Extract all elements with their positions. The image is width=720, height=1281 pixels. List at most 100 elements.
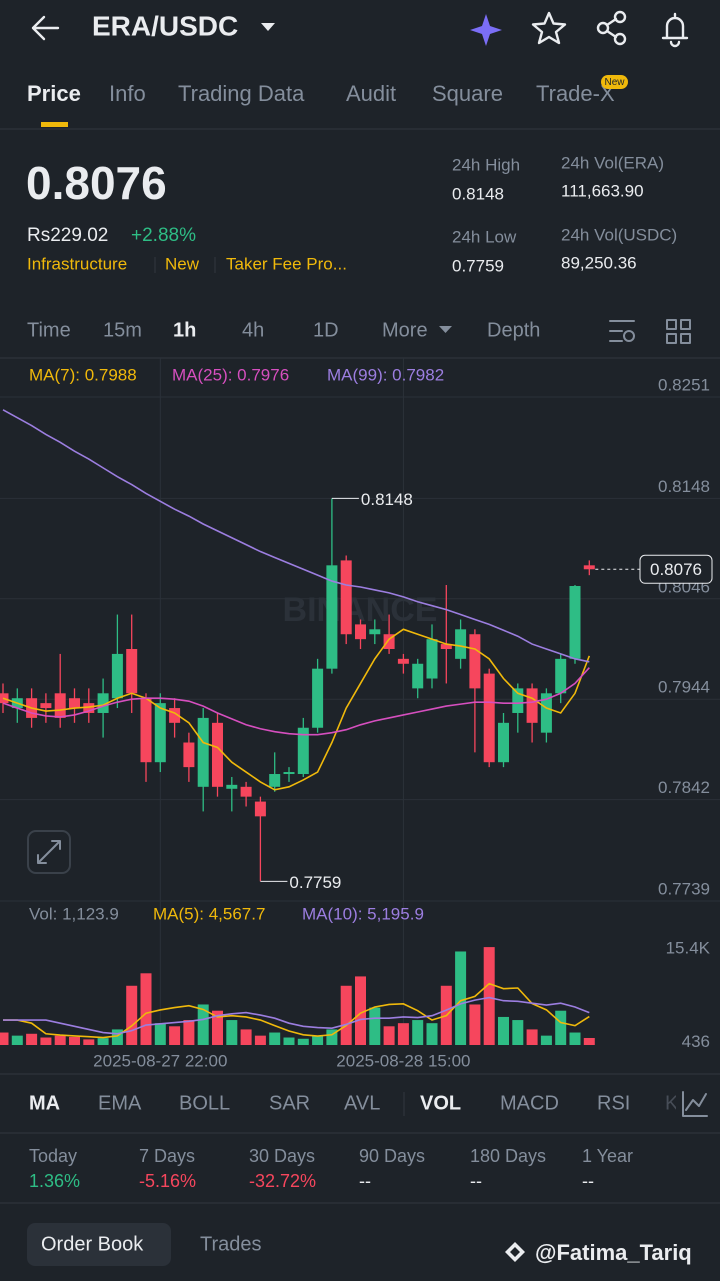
candle-body [154, 703, 166, 763]
volume-bar [212, 1010, 223, 1045]
indicator[interactable]: MA [29, 1092, 60, 1114]
candle-body [54, 693, 66, 718]
pair-title[interactable]: ERA/USDC [92, 10, 238, 41]
volume-bar [111, 1029, 123, 1045]
perf-value: -- [470, 1171, 482, 1191]
timeframe[interactable]: 1D [313, 319, 339, 341]
tab[interactable]: Square [432, 81, 503, 106]
stat-value: 111,663.90 [561, 181, 644, 200]
vol-tick-label: 15.4K [666, 938, 711, 957]
tab[interactable]: Audit [346, 81, 396, 106]
timeframe[interactable]: Depth [487, 319, 540, 341]
y-tick-label: 0.8251 [658, 375, 710, 394]
expand-button[interactable] [27, 830, 71, 874]
candle-body [555, 658, 567, 694]
legend-entry: MA(25): 0.7976 [172, 365, 289, 384]
candle-body [40, 703, 52, 709]
y-tick-label: 0.7842 [658, 778, 710, 797]
perf-label: 1 Year [582, 1146, 633, 1166]
indicator[interactable]: RSI [597, 1092, 630, 1114]
tab[interactable]: Info [109, 81, 146, 106]
candle-body [140, 698, 152, 763]
new-badge-text: New [604, 77, 625, 88]
perf-value: 1.36% [29, 1171, 80, 1191]
share-icon[interactable] [596, 10, 627, 46]
volume-bar [312, 1035, 324, 1045]
volume-bar [455, 951, 467, 1045]
timeframe[interactable]: More [382, 319, 428, 341]
fiat-price: Rs229.02 [27, 225, 108, 246]
tag[interactable]: Infrastructure [27, 254, 127, 273]
perf-value: -32.72% [249, 1171, 316, 1191]
volume-bar [83, 1039, 95, 1045]
vol-legend: Vol: 1,123.9 [29, 904, 119, 923]
candle-body [183, 742, 195, 768]
candle-body [469, 634, 481, 689]
legend-entry: MA(5): 4,567.7 [153, 904, 265, 923]
volume-bar [555, 1010, 567, 1045]
indicator[interactable]: EMA [98, 1092, 142, 1114]
volume-bar [69, 1036, 80, 1045]
bell-icon[interactable] [661, 12, 689, 48]
volume-bar [97, 1038, 109, 1045]
candle-body [340, 560, 352, 635]
candle-body [326, 565, 338, 669]
tab[interactable]: Trading Data [178, 81, 305, 106]
last-price: 0.8076 [26, 157, 167, 209]
indicator[interactable]: K [665, 1092, 679, 1114]
bottom-tab[interactable]: Trades [200, 1233, 262, 1255]
bottom-tab[interactable]: Order Book [41, 1233, 144, 1255]
candle-body [483, 673, 495, 763]
timeframe[interactable]: 15m [103, 319, 142, 341]
last-price-label: 0.8076 [650, 560, 702, 579]
volume-bar [11, 1035, 23, 1045]
vol-tick-label: 436 [682, 1032, 710, 1051]
indicator-icon[interactable] [682, 1091, 708, 1117]
watermark-icon [505, 1242, 525, 1262]
volume-bar [26, 1033, 38, 1045]
ai-icon[interactable] [470, 14, 502, 46]
vol-ma-line [3, 982, 590, 1039]
timeframe[interactable]: 4h [242, 319, 264, 341]
perf-label: 180 Days [470, 1146, 546, 1166]
volume-bar [269, 1032, 281, 1045]
watermark: @Fatima_Tariq [535, 1240, 692, 1265]
stat-label: 24h Vol(ERA) [561, 153, 664, 172]
candle-body [355, 624, 366, 640]
perf-label: 90 Days [359, 1146, 425, 1166]
volume-bar [183, 1020, 195, 1045]
timeframe[interactable]: Time [27, 319, 71, 341]
candle-body [83, 703, 95, 713]
indicator[interactable]: MACD [500, 1092, 559, 1114]
indicator[interactable]: SAR [269, 1092, 310, 1114]
order-book-button[interactable] [27, 1223, 171, 1266]
indicator[interactable]: AVL [344, 1092, 380, 1114]
candle-body [397, 658, 409, 664]
tab[interactable]: Price [27, 81, 81, 106]
high-label: 0.8148 [361, 490, 413, 509]
tab-underline [41, 122, 68, 127]
y-tick-label: 0.7739 [658, 879, 710, 898]
pair-caret[interactable] [261, 23, 275, 31]
candle-body [254, 801, 266, 817]
star-icon[interactable] [531, 11, 567, 45]
timeframe[interactable]: 1h [173, 319, 196, 341]
candle-body [269, 774, 281, 787]
candle-body [312, 668, 324, 728]
volume-bar [426, 1023, 438, 1045]
candle-body [297, 727, 309, 775]
volume-bar [154, 1023, 166, 1045]
tag[interactable]: Taker Fee Pro... [226, 254, 347, 273]
back-icon[interactable] [31, 15, 60, 41]
settings-icon[interactable] [609, 320, 635, 342]
candle-body [126, 649, 138, 694]
tag[interactable]: New [165, 254, 200, 273]
indicator[interactable]: VOL [420, 1092, 461, 1114]
indicator[interactable]: BOLL [179, 1092, 230, 1114]
more-caret[interactable] [439, 326, 452, 333]
layout-icon[interactable] [666, 319, 691, 344]
vol-ma-line [3, 996, 590, 1035]
candle-body [197, 717, 209, 787]
candle-body [540, 693, 552, 733]
